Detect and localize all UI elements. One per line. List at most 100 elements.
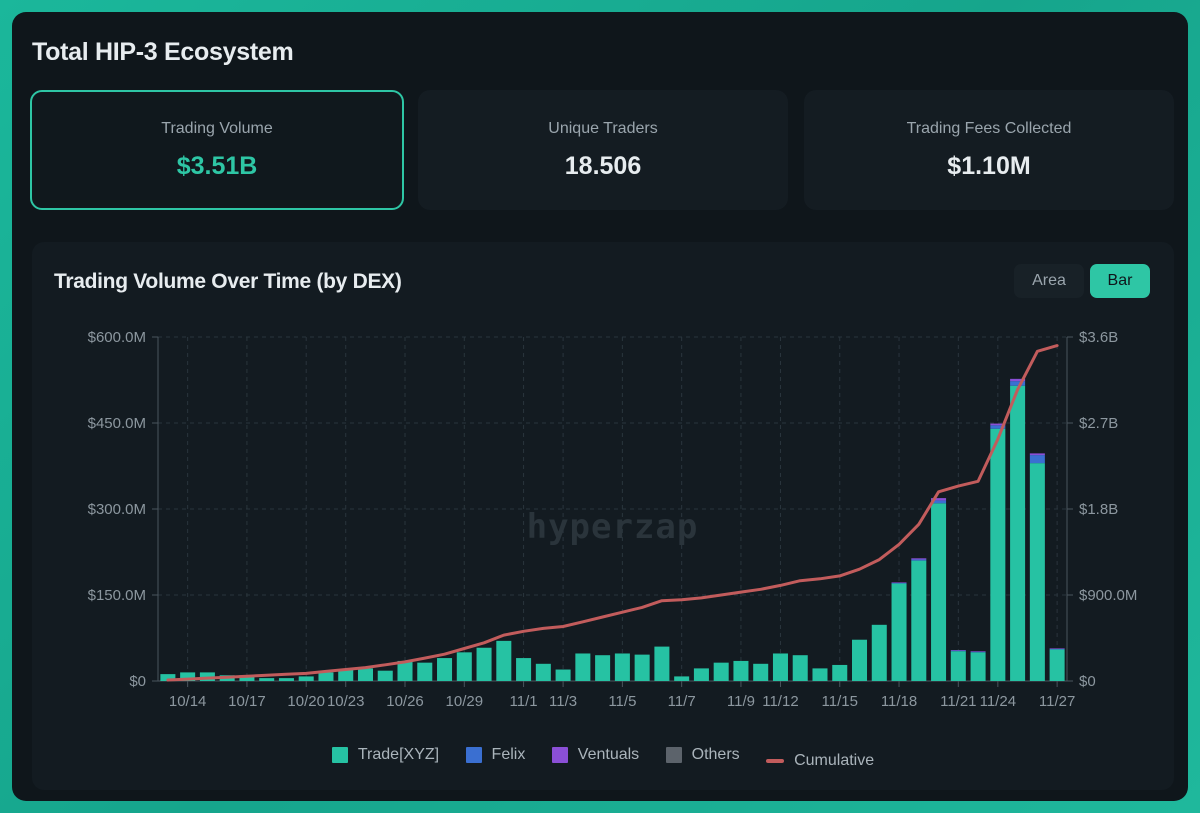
bar-felix[interactable] bbox=[1049, 648, 1065, 650]
bar-ventuals[interactable] bbox=[1010, 378, 1026, 382]
bar-trade[interactable] bbox=[931, 503, 947, 681]
legend-swatch bbox=[766, 759, 785, 763]
x-axis-tick-label: 10/14 bbox=[169, 693, 207, 710]
bar-trade[interactable] bbox=[535, 663, 551, 681]
legend-item-cumulative[interactable]: Cumulative bbox=[766, 752, 874, 770]
bar-trade[interactable] bbox=[772, 653, 788, 681]
bar-trade[interactable] bbox=[437, 658, 453, 681]
bar-felix[interactable] bbox=[970, 651, 986, 653]
bar-trade[interactable] bbox=[733, 660, 749, 681]
bar-trade[interactable] bbox=[911, 560, 927, 681]
x-axis-tick-label: 10/26 bbox=[386, 693, 424, 710]
bar-trade[interactable] bbox=[614, 653, 630, 681]
x-axis-tick-label: 11/5 bbox=[608, 693, 636, 710]
bar-trade[interactable] bbox=[259, 678, 275, 681]
area-toggle-button[interactable]: Area bbox=[1014, 264, 1084, 298]
bar-trade[interactable] bbox=[397, 660, 413, 681]
bar-trade[interactable] bbox=[713, 662, 729, 681]
x-axis-tick-label: 11/15 bbox=[822, 693, 858, 710]
stat-card-unique-traders[interactable]: Unique Traders 18.506 bbox=[418, 90, 788, 210]
bar-trade[interactable] bbox=[990, 428, 1006, 681]
bar-ventuals[interactable] bbox=[1029, 453, 1045, 456]
bar-trade[interactable] bbox=[180, 672, 196, 681]
legend-swatch bbox=[551, 747, 568, 763]
bar-trade[interactable] bbox=[160, 674, 176, 681]
bar-trade[interactable] bbox=[852, 639, 868, 681]
bar-felix[interactable] bbox=[911, 559, 927, 561]
stat-card-trading-fees[interactable]: Trading Fees Collected $1.10M bbox=[804, 90, 1174, 210]
legend-swatch bbox=[331, 747, 348, 763]
bar-trade[interactable] bbox=[1049, 649, 1065, 681]
legend-item-others[interactable]: Others bbox=[665, 746, 740, 764]
bar-ventuals[interactable] bbox=[1049, 648, 1065, 649]
stat-label: Trading Volume bbox=[161, 120, 273, 137]
x-axis-tick-label: 10/17 bbox=[228, 693, 266, 710]
bar-ventuals[interactable] bbox=[911, 558, 927, 560]
bar-trade[interactable] bbox=[654, 646, 670, 681]
bar-ventuals[interactable] bbox=[931, 498, 947, 501]
bar-ventuals[interactable] bbox=[891, 582, 907, 583]
legend-label: Others bbox=[691, 746, 740, 763]
y-axis-right-tick-label: $900.0M bbox=[1079, 587, 1137, 604]
legend-item-felix[interactable]: Felix bbox=[465, 746, 525, 764]
bar-trade[interactable] bbox=[970, 652, 986, 681]
bar-felix[interactable] bbox=[931, 500, 947, 504]
stat-card-trading-volume[interactable]: Trading Volume $3.51B bbox=[30, 90, 404, 210]
chart-card: $0 $0 $150.0M $900.0M $300.0M $1.8B $450.0M $2.… bbox=[32, 242, 1174, 790]
bar-trade[interactable] bbox=[693, 668, 709, 681]
bar-trade[interactable] bbox=[891, 583, 907, 681]
bar-trade[interactable] bbox=[753, 663, 769, 681]
x-axis-tick-label: 11/12 bbox=[762, 693, 798, 710]
bar-trade[interactable] bbox=[456, 652, 472, 681]
legend-item-ventuals[interactable]: Ventuals bbox=[551, 746, 640, 764]
bar-trade[interactable] bbox=[476, 647, 492, 681]
x-axis-tick-label: 11/24 bbox=[980, 693, 1016, 710]
bar-trade[interactable] bbox=[516, 658, 532, 681]
bar-ventuals[interactable] bbox=[950, 650, 966, 651]
chart-title: Trading Volume Over Time (by DEX) bbox=[54, 270, 402, 293]
bar-trade[interactable] bbox=[278, 678, 294, 681]
bar-ventuals[interactable] bbox=[990, 423, 1006, 426]
bar-trade[interactable] bbox=[950, 651, 966, 681]
bar-felix[interactable] bbox=[1029, 455, 1045, 464]
bar-trade[interactable] bbox=[318, 672, 334, 681]
y-axis-right-tick-label: $2.7B bbox=[1079, 415, 1118, 432]
legend-label: Cumulative bbox=[794, 752, 875, 769]
stat-value: 18.506 bbox=[564, 152, 642, 180]
legend-label: Ventuals bbox=[577, 746, 640, 763]
bar-felix[interactable] bbox=[990, 425, 1006, 429]
watermark-text: hyperzap bbox=[527, 507, 699, 547]
y-axis-right-tick-label: $3.6B bbox=[1079, 329, 1118, 346]
chart-legend: Trade[XYZ] Felix Ventuals Others Cumulat… bbox=[32, 746, 1174, 770]
bar-trade[interactable] bbox=[812, 668, 828, 681]
legend-swatch bbox=[665, 747, 682, 763]
cumulative-line bbox=[166, 344, 1059, 682]
bar-trade[interactable] bbox=[634, 654, 650, 681]
bar-trade[interactable] bbox=[338, 669, 354, 681]
legend-item-trade[interactable]: Trade[XYZ] bbox=[331, 746, 439, 764]
bar-trade[interactable] bbox=[298, 676, 314, 681]
bar-felix[interactable] bbox=[950, 650, 966, 652]
stat-value: $3.51B bbox=[176, 152, 258, 180]
bar-trade[interactable] bbox=[1029, 463, 1045, 681]
bar-toggle-button[interactable]: Bar bbox=[1090, 264, 1150, 298]
bar-trade[interactable] bbox=[674, 676, 690, 681]
x-axis-tick-label: 11/21 bbox=[940, 693, 976, 710]
bar-trade[interactable] bbox=[792, 655, 808, 681]
bar-trade[interactable] bbox=[1010, 385, 1026, 681]
bar-trade[interactable] bbox=[239, 675, 255, 681]
bar-trade[interactable] bbox=[575, 653, 591, 681]
bar-felix[interactable] bbox=[1010, 381, 1026, 386]
bar-trade[interactable] bbox=[377, 670, 393, 681]
bar-trade[interactable] bbox=[417, 662, 433, 681]
bar-felix[interactable] bbox=[891, 582, 907, 584]
bar-trade[interactable] bbox=[496, 640, 512, 681]
bar-ventuals[interactable] bbox=[970, 651, 986, 652]
bar-trade[interactable] bbox=[555, 669, 571, 681]
bar-trade[interactable] bbox=[832, 664, 848, 681]
bar-trade[interactable] bbox=[595, 655, 611, 681]
x-axis-tick-label: 10/20 bbox=[287, 693, 325, 710]
bar-trade[interactable] bbox=[871, 624, 887, 681]
bar-trade[interactable] bbox=[357, 668, 373, 681]
dashboard-panel: Total HIP-3 Ecosystem Trading Volume $3.… bbox=[12, 12, 1188, 801]
